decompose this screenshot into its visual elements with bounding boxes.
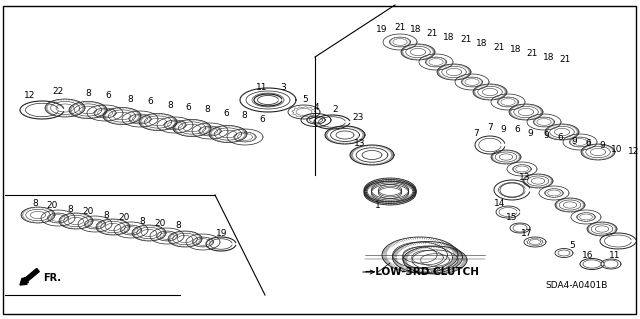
Text: 12: 12 [24, 91, 36, 100]
Text: 8: 8 [103, 211, 109, 219]
Text: 9: 9 [599, 142, 605, 151]
Text: 8: 8 [167, 100, 173, 109]
Text: 6: 6 [105, 92, 111, 100]
Text: 6: 6 [147, 98, 153, 107]
Text: 19: 19 [376, 26, 388, 34]
Text: 13: 13 [355, 138, 365, 147]
Text: 6: 6 [557, 133, 563, 143]
Text: 21: 21 [460, 35, 472, 44]
Text: 6: 6 [259, 115, 265, 123]
Text: 21: 21 [526, 48, 538, 57]
Text: 8: 8 [127, 94, 133, 103]
Text: 11: 11 [256, 83, 268, 92]
Text: 18: 18 [410, 26, 422, 34]
Text: 10: 10 [611, 145, 623, 153]
Text: 9: 9 [500, 125, 506, 135]
Text: 5: 5 [569, 241, 575, 249]
Text: 18: 18 [444, 33, 455, 41]
Text: 8: 8 [139, 217, 145, 226]
Text: 21: 21 [493, 42, 505, 51]
Text: —LOW-3RD CLUTCH: —LOW-3RD CLUTCH [365, 267, 479, 277]
Text: 8: 8 [85, 88, 91, 98]
Text: 21: 21 [426, 28, 438, 38]
Text: 8: 8 [204, 106, 210, 115]
Text: 2: 2 [332, 106, 338, 115]
Text: 20: 20 [83, 207, 93, 217]
Text: 8: 8 [32, 199, 38, 209]
Text: 4: 4 [313, 103, 319, 113]
FancyArrow shape [20, 269, 39, 285]
Text: 18: 18 [510, 46, 522, 55]
Text: 20: 20 [118, 213, 130, 222]
Text: 18: 18 [476, 39, 488, 48]
Text: SDA4-A0401B: SDA4-A0401B [545, 281, 607, 291]
Text: 8: 8 [175, 221, 181, 231]
Text: 1: 1 [375, 201, 381, 210]
Text: 8: 8 [241, 112, 247, 121]
Text: 16: 16 [582, 250, 594, 259]
Text: 21: 21 [394, 24, 406, 33]
Text: 6: 6 [514, 125, 520, 135]
Text: 20: 20 [46, 202, 58, 211]
Text: 3: 3 [280, 83, 286, 92]
Text: 14: 14 [494, 198, 506, 207]
Text: 23: 23 [352, 114, 364, 122]
Text: 7: 7 [487, 123, 493, 132]
Text: 9: 9 [543, 131, 549, 140]
Text: 21: 21 [559, 56, 571, 64]
Text: 8: 8 [67, 204, 73, 213]
Text: 6: 6 [223, 108, 229, 117]
Text: 17: 17 [521, 228, 532, 238]
Text: 18: 18 [543, 53, 555, 62]
Text: 9: 9 [571, 137, 577, 145]
Text: 22: 22 [52, 87, 63, 97]
Text: 11: 11 [609, 250, 621, 259]
Text: 5: 5 [302, 95, 308, 105]
Text: 13: 13 [519, 174, 531, 182]
Text: 7: 7 [473, 129, 479, 137]
Text: 15: 15 [506, 213, 518, 222]
Text: 20: 20 [154, 219, 166, 227]
Text: FR.: FR. [43, 273, 61, 283]
Text: 12: 12 [628, 147, 640, 157]
Text: 6: 6 [585, 138, 591, 147]
Text: 6: 6 [185, 102, 191, 112]
Text: 9: 9 [527, 129, 533, 137]
Text: 19: 19 [216, 228, 228, 238]
